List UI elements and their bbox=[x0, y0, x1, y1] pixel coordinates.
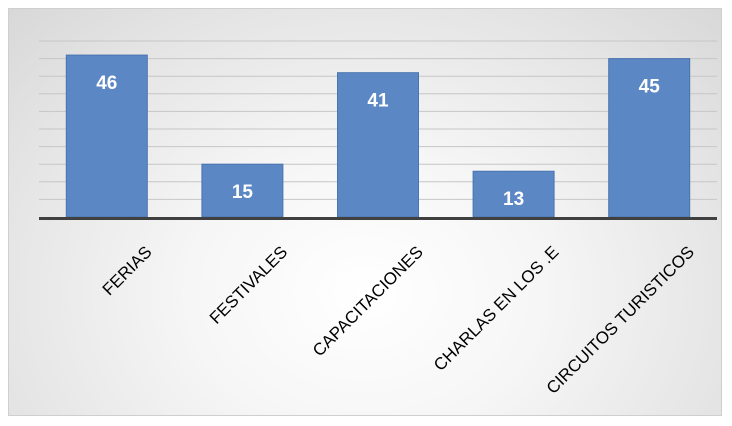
bars: 46 15 41 13 45 bbox=[65, 54, 691, 218]
category-label: FESTIVALES bbox=[206, 242, 291, 327]
category-label: CAPACITACIONES bbox=[309, 242, 427, 360]
data-label: 45 bbox=[639, 77, 661, 98]
bar bbox=[65, 54, 148, 218]
bar-chart: 46 15 41 13 45 FERIAS FESTIVALES CAPACITACIONE… bbox=[39, 40, 717, 398]
data-label: 13 bbox=[503, 189, 524, 210]
category-labels: FERIAS FESTIVALES CAPACITACIONES CHARLAS EN… bbox=[99, 242, 698, 397]
category-label: CHARLAS EN LOS .E bbox=[430, 242, 562, 374]
category-label: FERIAS bbox=[99, 242, 156, 299]
data-label: 41 bbox=[367, 91, 389, 112]
data-label: 46 bbox=[96, 73, 117, 94]
category-label: CIRCUITOS TURISTICOS bbox=[543, 242, 698, 397]
bar bbox=[472, 170, 555, 218]
chart-area: 46 15 41 13 45 FERIAS FESTIVALES CAPACITACIONE… bbox=[8, 8, 722, 416]
bar bbox=[608, 58, 691, 218]
bar bbox=[201, 163, 284, 218]
data-label: 15 bbox=[232, 182, 254, 203]
